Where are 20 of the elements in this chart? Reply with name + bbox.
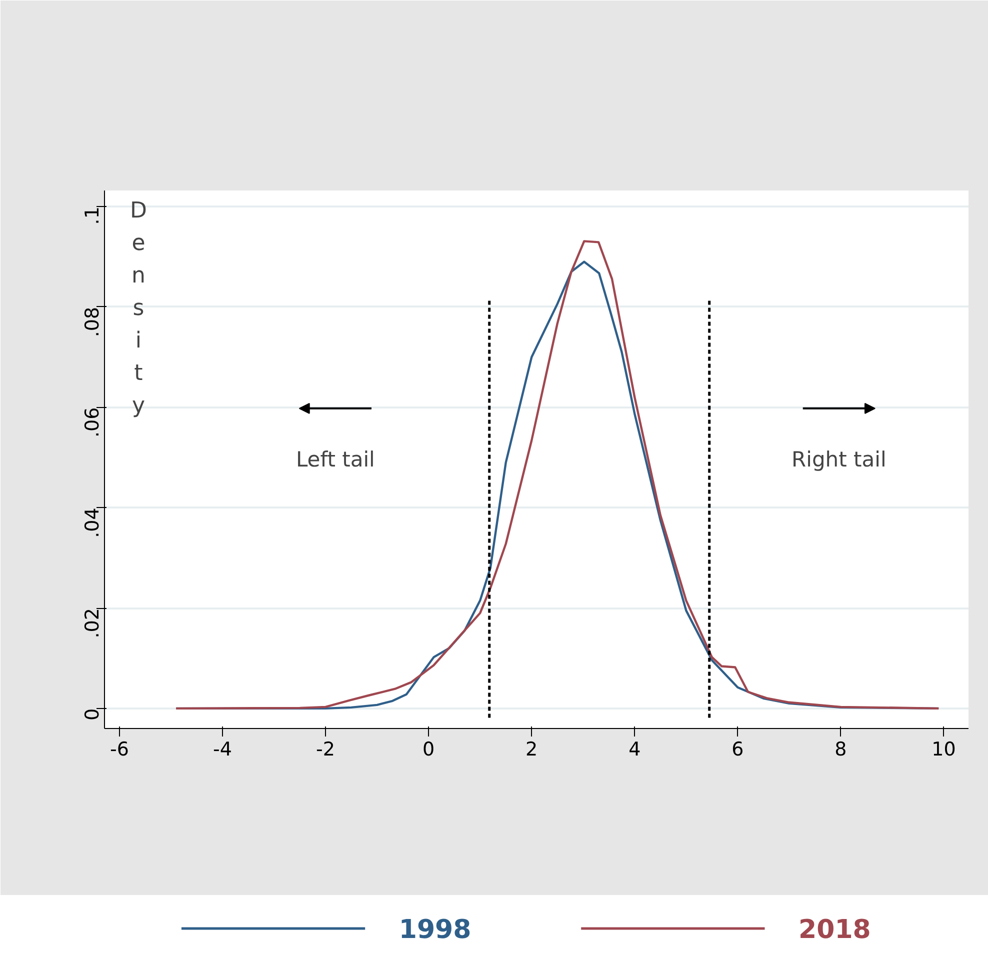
text: 2018 (798, 915, 871, 945)
x-tick-label: 10 (932, 738, 956, 760)
y-tick-label: .04 (82, 508, 104, 538)
x-tick-label: 0 (422, 738, 435, 760)
x-tick-label: 6 (732, 738, 744, 760)
y-tick-label: .1 (82, 206, 104, 225)
text: 1998 (398, 915, 472, 945)
y-tick-label: 0 (82, 708, 104, 721)
x-tick-label: -4 (213, 738, 232, 760)
x-tick-label: -6 (110, 738, 129, 760)
x-tick-label: 2 (526, 738, 538, 760)
y-tick-label: .02 (82, 608, 104, 638)
y-tick-label: .08 (82, 306, 104, 338)
x-tick-label: 8 (834, 738, 847, 760)
y-tick-label: .06 (82, 407, 104, 438)
y-axis-title: Density (130, 198, 147, 418)
x-tick-label: -2 (316, 738, 336, 760)
annotation: Right tail (792, 448, 886, 472)
x-tick-label: 4 (628, 738, 641, 760)
annotation: Left tail (296, 448, 375, 472)
